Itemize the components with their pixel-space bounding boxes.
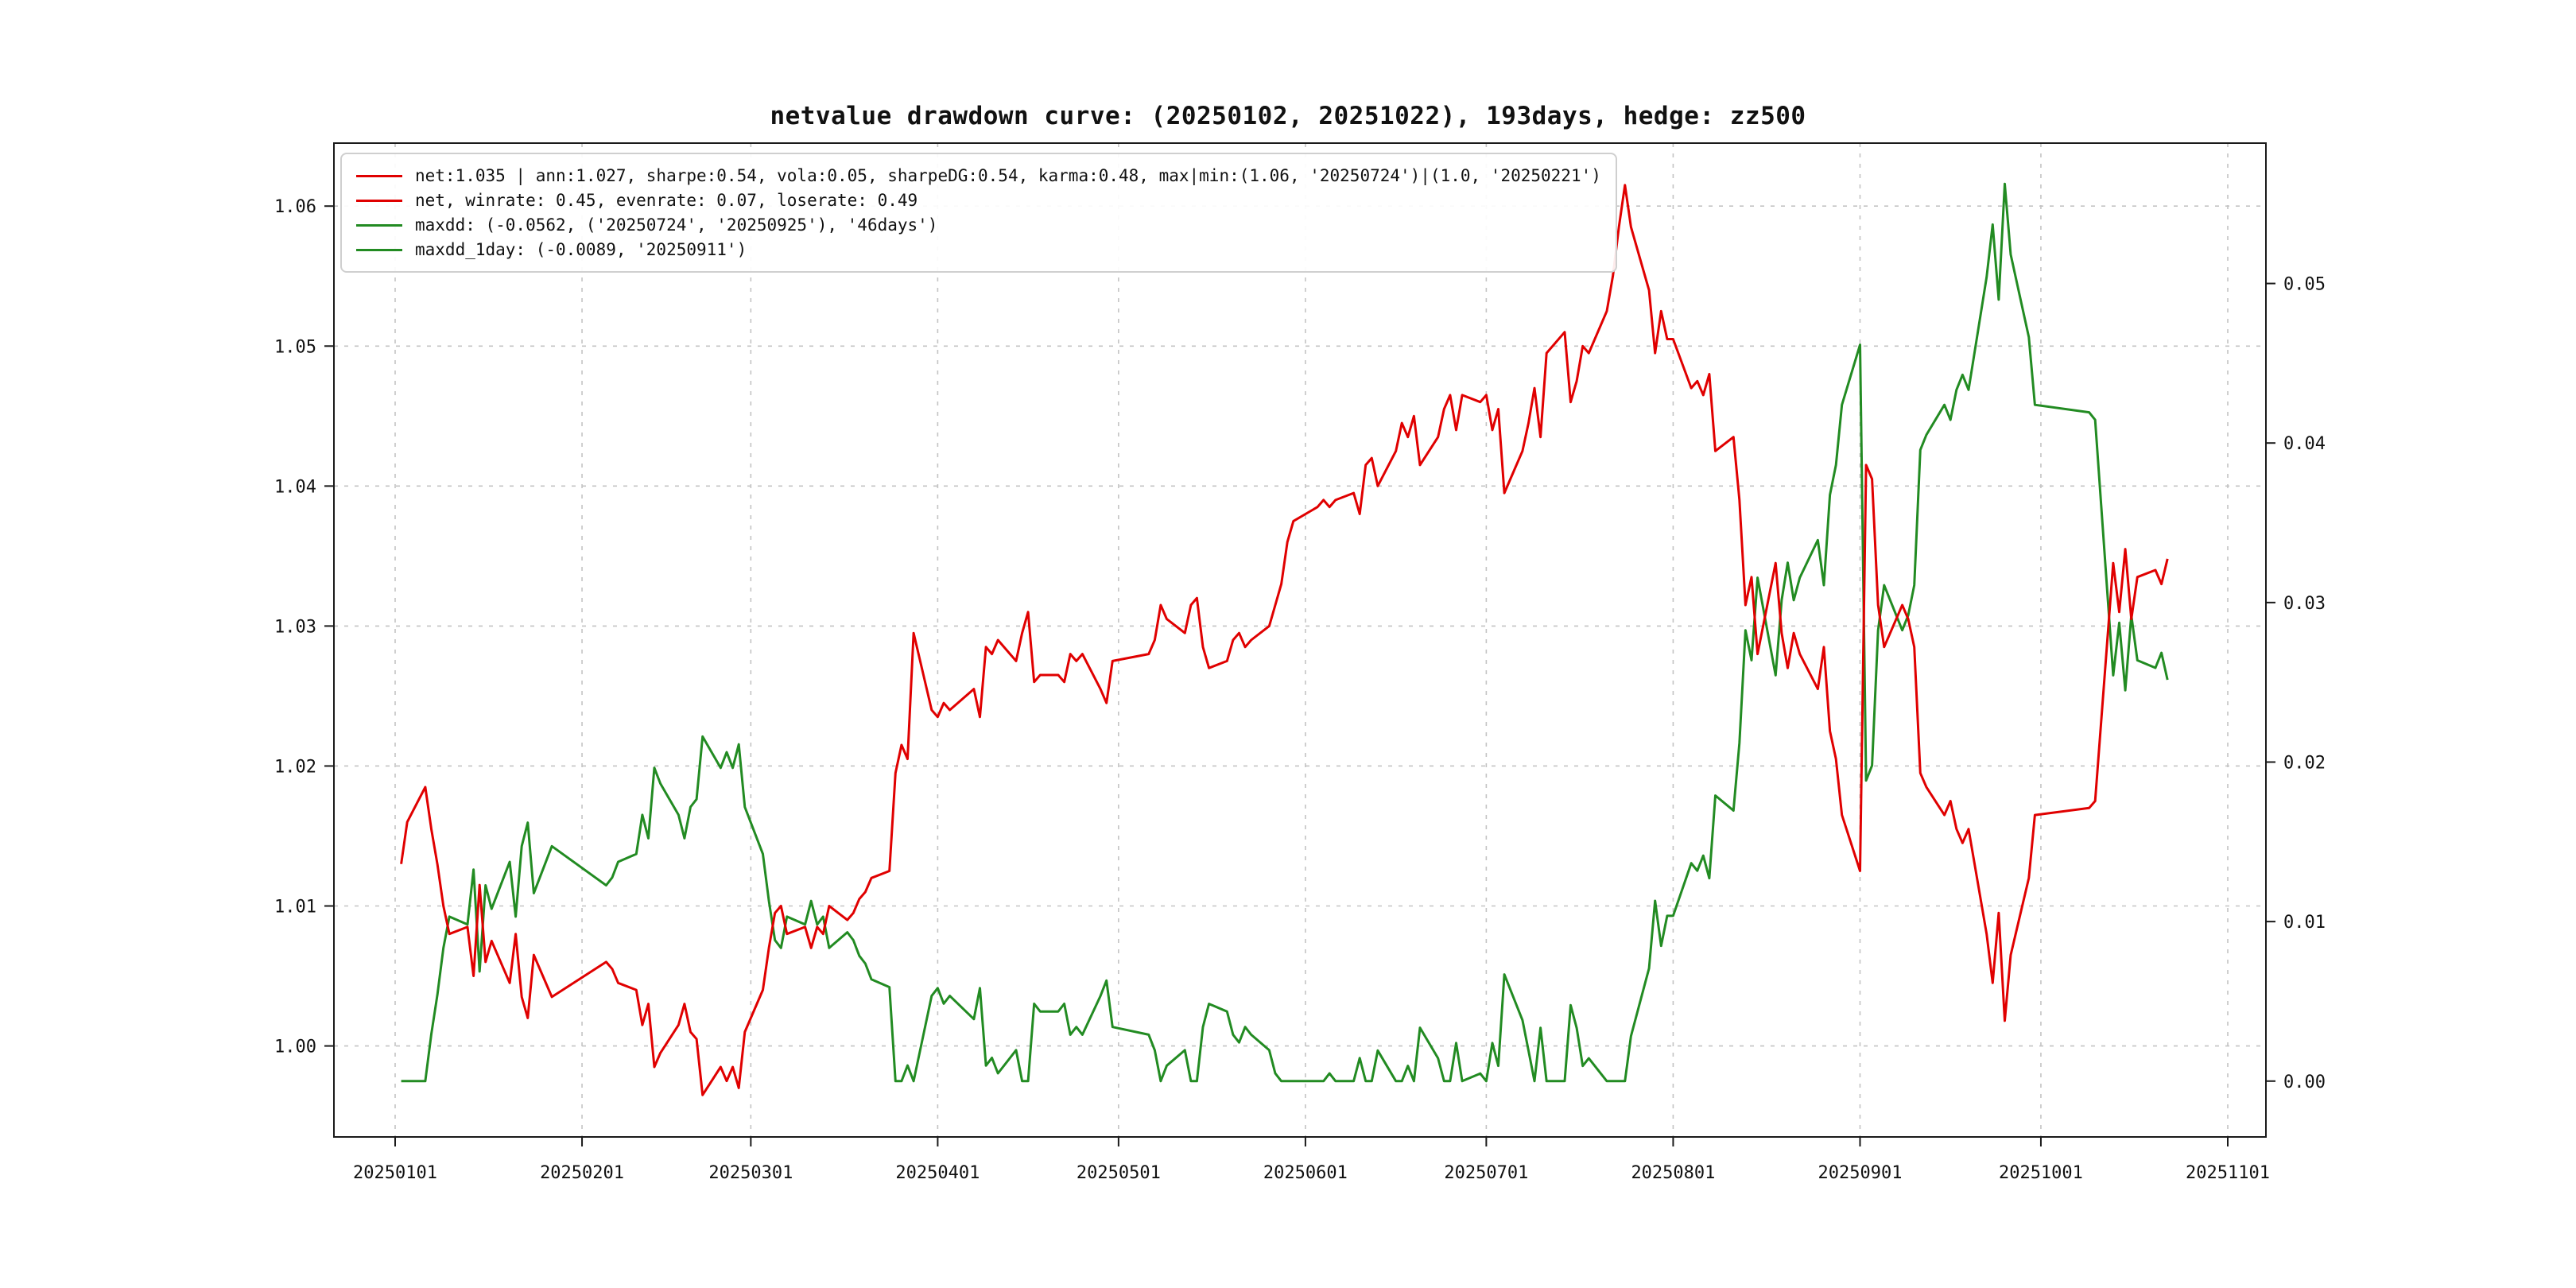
x-tick-label: 20251001 xyxy=(1999,1163,2083,1183)
left-tick-label: 1.06 xyxy=(274,197,316,217)
right-tick-label: 0.01 xyxy=(2283,913,2326,933)
left-tick-label: 1.05 xyxy=(274,337,316,357)
legend-label: maxdd: (-0.0562, ('20250724', '20250925'… xyxy=(415,215,938,235)
right-tick-label: 0.00 xyxy=(2283,1073,2326,1092)
legend-entry-maxdd: maxdd: (-0.0562, ('20250724', '20250925'… xyxy=(356,215,1601,235)
legend-label: net:1.035 | ann:1.027, sharpe:0.54, vola… xyxy=(415,166,1601,185)
legend-entry-net-stats: net:1.035 | ann:1.027, sharpe:0.54, vola… xyxy=(356,166,1601,185)
x-tick-label: 20251101 xyxy=(2186,1163,2270,1183)
chart-title: netvalue drawdown curve: (20250102, 2025… xyxy=(770,102,1806,130)
left-tick-label: 1.00 xyxy=(274,1038,316,1057)
x-tick-label: 20250801 xyxy=(1631,1163,1715,1183)
legend-label: maxdd_1day: (-0.0089, '20250911') xyxy=(415,240,747,259)
x-tick-label: 20250601 xyxy=(1263,1163,1348,1183)
x-tick-label: 20250901 xyxy=(1818,1163,1902,1183)
left-tick-label: 1.03 xyxy=(274,617,316,637)
x-tick-label: 20250101 xyxy=(353,1163,437,1183)
left-tick-label: 1.04 xyxy=(274,477,316,497)
axis-ticks xyxy=(324,205,2275,1146)
right-tick-label: 0.04 xyxy=(2283,434,2326,454)
right-tick-label: 0.05 xyxy=(2283,275,2326,295)
left-tick-label: 1.02 xyxy=(274,757,316,777)
legend-line-swatch xyxy=(356,174,402,177)
legend-entry-maxdd-1day: maxdd_1day: (-0.0089, '20250911') xyxy=(356,240,1601,259)
legend-line-swatch xyxy=(356,223,402,227)
left-tick-label: 1.01 xyxy=(274,898,316,918)
x-tick-label: 20250501 xyxy=(1077,1163,1161,1183)
right-tick-label: 0.03 xyxy=(2283,594,2326,614)
axis-labels: 20250101 20250201 20250301 20250401 20250501… xyxy=(274,197,2326,1183)
right-tick-label: 0.02 xyxy=(2283,753,2326,773)
x-tick-label: 20250701 xyxy=(1444,1163,1528,1183)
net-curve xyxy=(400,184,2169,1096)
plot-border xyxy=(333,142,2267,1138)
legend-label: net, winrate: 0.45, evenrate: 0.07, lose… xyxy=(415,191,918,210)
legend-line-swatch xyxy=(356,248,402,251)
drawdown-curve xyxy=(401,182,2169,1083)
legend-line-swatch xyxy=(356,199,402,202)
grid xyxy=(334,143,2266,1137)
x-tick-label: 20250301 xyxy=(708,1163,793,1183)
x-tick-label: 20250201 xyxy=(540,1163,624,1183)
legend-box: net:1.035 | ann:1.027, sharpe:0.54, vola… xyxy=(340,153,1617,273)
x-tick-label: 20250401 xyxy=(895,1163,980,1183)
legend-entry-net-winrate: net, winrate: 0.45, evenrate: 0.07, lose… xyxy=(356,191,1601,210)
